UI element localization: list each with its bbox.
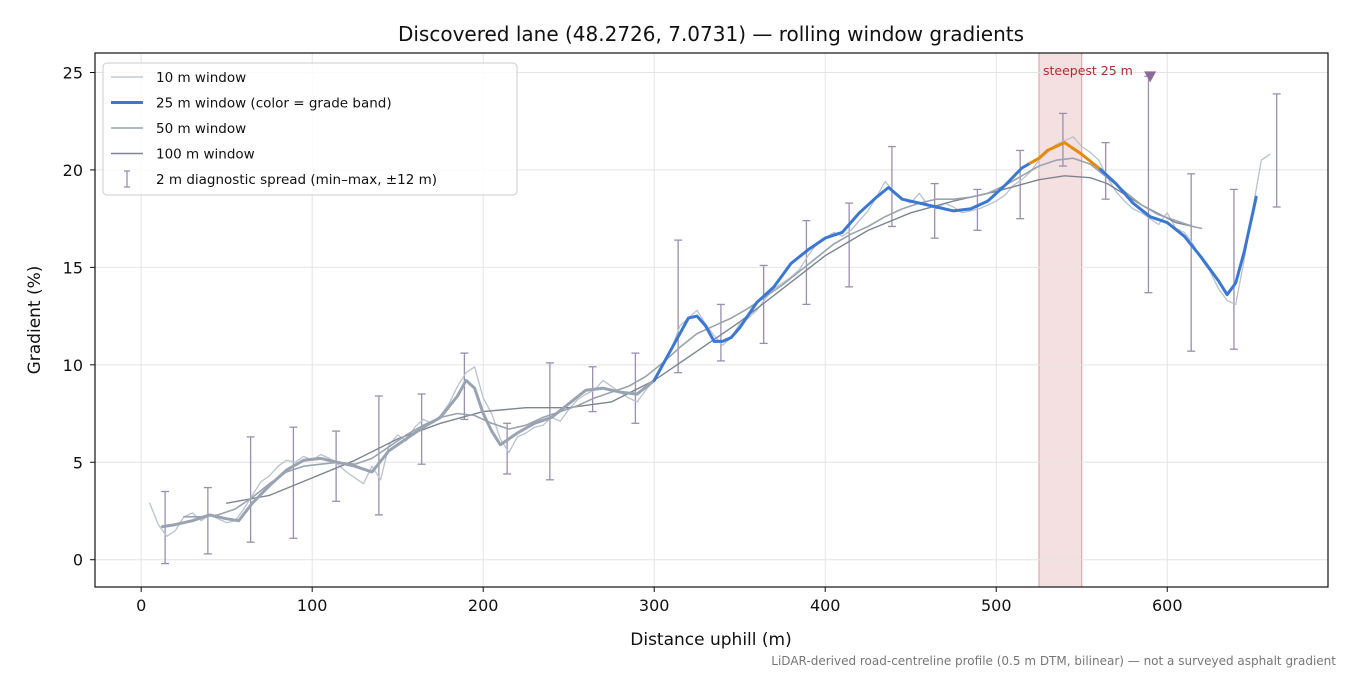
legend: 10 m window 25 m window (color = grade ba… bbox=[102, 62, 518, 196]
legend-label: 2 m diagnostic spread (min–max, ±12 m) bbox=[156, 172, 437, 188]
legend-label: 25 m window (color = grade band) bbox=[156, 96, 392, 112]
x-axis-label: Distance uphill (m) bbox=[630, 630, 791, 650]
steepest-highlight-band bbox=[1038, 52, 1083, 588]
legend-box bbox=[102, 62, 518, 196]
steepest-annotation: steepest 25 m bbox=[1043, 63, 1133, 78]
steepest-marker bbox=[1144, 71, 1157, 83]
series-25m-line-mid-band bbox=[652, 161, 1032, 382]
y-tick-label: 20 bbox=[63, 161, 83, 180]
x-tick-label: 500 bbox=[981, 596, 1012, 615]
y-tick-label: 0 bbox=[73, 551, 83, 570]
x-tick-label: 400 bbox=[810, 596, 841, 615]
x-tick-label: 200 bbox=[468, 596, 499, 615]
y-tick-label: 25 bbox=[63, 63, 83, 82]
x-tick-label: 100 bbox=[297, 596, 328, 615]
y-tick-label: 5 bbox=[73, 453, 83, 472]
x-tick-label: 600 bbox=[1152, 596, 1183, 615]
legend-label: 100 m window bbox=[156, 147, 255, 163]
y-tick-label: 10 bbox=[63, 356, 83, 375]
series-25m-line-steep-band bbox=[1028, 141, 1103, 171]
y-axis-label: Gradient (%) bbox=[25, 266, 45, 375]
legend-label: 50 m window bbox=[156, 121, 246, 137]
series-50m-line bbox=[183, 157, 1203, 518]
footnote: LiDAR-derived road-centreline profile (0… bbox=[771, 654, 1336, 668]
x-tick-label: 0 bbox=[136, 596, 146, 615]
plot-area: steepest 25 m 0 100 200 300 400 500 600 0 5 10 15 20… bbox=[63, 52, 1329, 615]
y-tick-label: 15 bbox=[63, 258, 83, 277]
series-25m-line-high-band bbox=[1099, 168, 1258, 297]
legend-label: 10 m window bbox=[156, 70, 246, 86]
series-25m-line-low-band bbox=[161, 378, 656, 529]
series-group bbox=[149, 75, 1281, 565]
axes-frame bbox=[94, 52, 1329, 588]
x-tick-label: 300 bbox=[639, 596, 670, 615]
chart-title: Discovered lane (48.2726, 7.0731) — roll… bbox=[398, 22, 1024, 46]
